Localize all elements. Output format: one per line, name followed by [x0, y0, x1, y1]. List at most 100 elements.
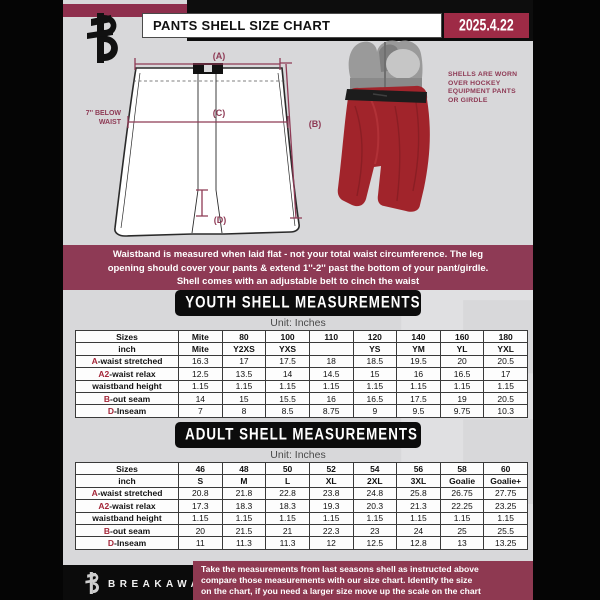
measurement-cell: 12.5 — [178, 367, 223, 381]
measurement-cell: 25 — [439, 523, 485, 538]
measurement-cell: Mite — [178, 329, 223, 344]
measurement-cell: 1.15 — [439, 511, 485, 525]
measurement-cell: 9.5 — [396, 404, 441, 418]
table-row: D-Inseam 11 11.3 11.3 12 12.5 12.8 13 13.25 — [75, 536, 528, 550]
measurement-cell: 11 — [178, 536, 223, 550]
measurement-cell: 20.3 — [352, 499, 398, 513]
measurement-cell: 15.5 — [265, 391, 310, 406]
measurement-cell: 13 — [439, 536, 485, 550]
measurement-cell: 58 — [439, 461, 485, 476]
measurement-cell: 21.8 — [221, 486, 267, 501]
measurement-cell: 8.5 — [265, 404, 310, 418]
measurement-cell: 20 — [439, 354, 485, 369]
measurement-cell: 17 — [483, 367, 528, 381]
measurement-cell: 1.15 — [439, 379, 485, 393]
measurement-cell: YXL — [483, 342, 528, 356]
measurement-cell: YS — [352, 342, 398, 356]
measurement-cell: 110 — [308, 329, 354, 344]
shorts-outline — [114, 67, 300, 237]
measurement-cell: 1.15 — [308, 511, 354, 525]
measurement-cell: 20.5 — [483, 391, 528, 406]
measurement-cell: 22.8 — [265, 486, 310, 501]
measurement-cell: 1.15 — [265, 379, 310, 393]
measurement-cell: 21.3 — [396, 499, 441, 513]
measurement-cell: 18.5 — [352, 354, 398, 369]
row-label: A2-waist relax — [75, 367, 179, 381]
measurement-cell: 16.5 — [439, 367, 485, 381]
table-row: A-waist stretched 20.8 21.8 22.8 23.8 24.8 25.… — [75, 486, 528, 501]
table-row: waistband height 1.15 1.15 1.15 1.15 1.15 1.15… — [75, 511, 528, 525]
adult-heading: ADULT SHELL MEASUREMENTS — [175, 422, 421, 448]
row-label: waistband height — [75, 511, 179, 525]
fly-panel — [191, 68, 223, 234]
measurement-arrows — [127, 58, 302, 219]
measurement-cell: 10.3 — [483, 404, 528, 418]
measurement-cell: YM — [396, 342, 441, 356]
row-label: Sizes — [75, 329, 179, 344]
measurement-cell: 9.75 — [439, 404, 485, 418]
measurement-cell: 140 — [396, 329, 441, 344]
footer-note: Take the measurements from last seasons … — [193, 561, 533, 600]
measurement-cell: 26.75 — [439, 486, 485, 501]
measurement-cell: 1.15 — [308, 379, 354, 393]
table-row: A-waist stretched 16.3 17 17.5 18 18.5 19.5 20 2… — [75, 354, 528, 369]
measurement-cell: L — [265, 474, 310, 488]
row-label: D-Inseam — [75, 404, 179, 418]
measurement-cell: 16.3 — [178, 354, 223, 369]
measurement-cell: 19.3 — [308, 499, 354, 513]
table-row: B-out seam 14 15 15.5 16 16.5 17.5 19 20.5 — [75, 391, 528, 406]
measurement-cell: 23.8 — [308, 486, 354, 501]
label-b: (B) — [308, 119, 322, 129]
measurement-cell: 80 — [221, 329, 267, 344]
measurement-cell: 15 — [221, 391, 267, 406]
measurement-cell: M — [221, 474, 267, 488]
measurement-cell: XL — [308, 474, 354, 488]
row-label: waistband height — [75, 379, 179, 393]
measurement-cell: 1.15 — [352, 511, 398, 525]
footer-b-logo-icon — [81, 571, 103, 600]
table-row: inch Mite Y2XS YXS YS YM YL YXL — [75, 342, 528, 356]
measurement-cell: 180 — [483, 329, 528, 344]
measurement-cell: 9 — [352, 404, 398, 418]
row-label: B-out seam — [75, 391, 179, 406]
measurement-cell: YXS — [265, 342, 310, 356]
table-row: Sizes Mite 80 100 110 120 140 160 180 — [75, 329, 528, 344]
measurement-cell: 19.5 — [396, 354, 441, 369]
measurement-cell: 7 — [178, 404, 223, 418]
measurement-cell: 12.5 — [352, 536, 398, 550]
measurement-cell: 16 — [396, 367, 441, 381]
measurement-cell: 27.75 — [483, 486, 528, 501]
measurement-cell: 17.5 — [396, 391, 441, 406]
measurement-cell: 11.3 — [265, 536, 310, 550]
measurement-cell: 11.3 — [221, 536, 267, 550]
banner-line: Shell comes with an adjustable belt to c… — [176, 276, 420, 287]
measurement-cell: Goalie+ — [483, 474, 528, 488]
measurement-cell: 23.25 — [483, 499, 528, 513]
row-label: A2-waist relax — [75, 499, 179, 513]
row-label: B-out seam — [75, 523, 179, 538]
measurement-cell: 14 — [265, 367, 310, 381]
measurement-cell: 56 — [396, 461, 441, 476]
below-waist-note: 7'' BELOW WAIST — [85, 110, 121, 126]
row-label: A-waist stretched — [75, 486, 179, 501]
measurement-cell: 50 — [265, 461, 310, 476]
measurement-cell: 2XL — [352, 474, 398, 488]
measurement-cell: 25.5 — [483, 523, 528, 538]
page-title: PANTS SHELL SIZE CHART — [142, 13, 442, 38]
measurement-cell: 12 — [308, 536, 354, 550]
label-a: (A) — [212, 51, 226, 61]
row-label: D-Inseam — [75, 536, 179, 550]
measurement-cell: 17.3 — [178, 499, 223, 513]
banner-line: Waistband is measured when laid flat - n… — [112, 249, 484, 260]
measurement-cell: 17.5 — [265, 354, 310, 369]
measurement-cell: 18.3 — [221, 499, 267, 513]
breakaway-b-logo-icon — [77, 11, 127, 70]
measurement-cell: 8 — [221, 404, 267, 418]
measurement-cell: 16.5 — [352, 391, 398, 406]
measurement-cell: 52 — [308, 461, 354, 476]
shell-red-pants — [337, 85, 430, 212]
label-d: (D) — [213, 215, 227, 225]
measurement-cell: 14.5 — [308, 367, 354, 381]
measurement-cell — [308, 342, 354, 356]
